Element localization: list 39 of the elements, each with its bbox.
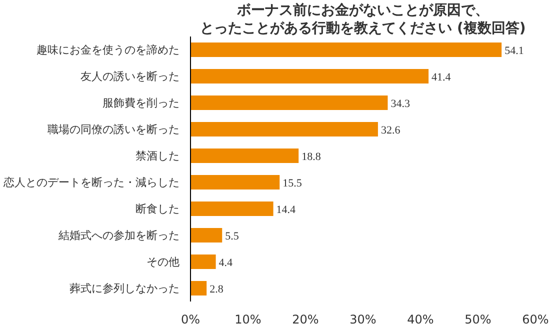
chart-subtitle: とったことがある行動を教えてください (複数回答)	[200, 20, 526, 36]
data-label: 32.6	[380, 124, 401, 136]
bar	[190, 254, 216, 270]
data-label: 4.4	[218, 256, 234, 269]
x-tick-label: 60%	[522, 312, 549, 326]
data-label: 18.8	[302, 150, 322, 163]
x-tick-label: 40%	[407, 312, 434, 326]
data-label: 34.3	[390, 98, 410, 110]
y-tick-label: 断食した	[136, 202, 180, 216]
bar	[190, 201, 274, 216]
bar	[190, 228, 222, 243]
data-label: 14.4	[276, 204, 296, 216]
chart-title: ボーナス前にお金がないことが原因で、	[236, 2, 489, 18]
bar	[190, 280, 207, 296]
y-tick-label: その他	[146, 255, 180, 268]
data-label: 15.5	[282, 177, 302, 190]
y-tick-label: 結婚式への参加を断った	[58, 228, 180, 242]
y-tick-label: 服飾費を削った	[102, 96, 180, 110]
y-tick-label: 職場の同僚の誘いを断った	[48, 122, 180, 136]
data-label: 2.8	[210, 283, 224, 296]
y-tick-label: 趣味にお金を使うのを諦めた	[36, 43, 180, 56]
y-tick-label: 禁酒した	[136, 149, 180, 162]
y-tick-label: 恋人とのデートを断った・減らした	[2, 176, 180, 189]
y-tick-label: 葬式に参列しなかった	[70, 282, 180, 295]
data-label: 41.4	[432, 71, 452, 84]
data-label: 5.5	[225, 230, 240, 242]
x-tick-label: 30%	[350, 312, 376, 326]
bar	[190, 95, 388, 110]
data-label: 54.1	[504, 44, 524, 57]
bar	[190, 174, 280, 190]
x-tick-label: 50%	[464, 312, 492, 326]
bar	[190, 68, 429, 84]
y-tick-label: 友人の誘いを断った	[80, 70, 180, 83]
bar	[190, 122, 378, 137]
bar	[190, 148, 299, 164]
x-tick-label: 10%	[234, 312, 262, 326]
x-tick-label: 0%	[180, 312, 200, 326]
bar	[190, 42, 502, 58]
x-tick-label: 20%	[292, 312, 319, 326]
